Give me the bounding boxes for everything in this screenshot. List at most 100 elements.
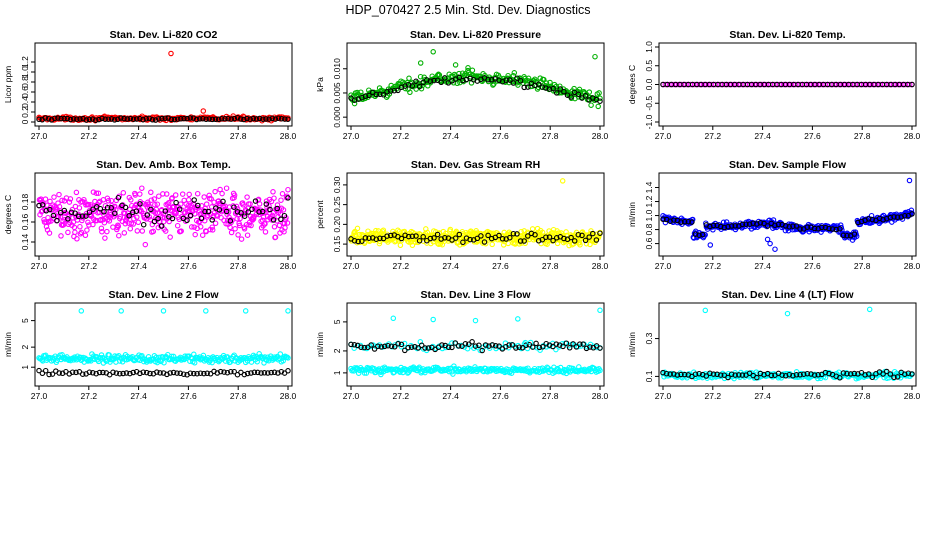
data-point xyxy=(258,370,264,376)
data-point xyxy=(190,115,197,121)
data-point xyxy=(70,116,77,122)
data-point xyxy=(140,356,146,362)
panel-ambbox: Stan. Dev. Amb. Box Temp. 27.0 27.2 27.4 27.… xyxy=(3,159,297,271)
data-point xyxy=(590,230,596,237)
data-point xyxy=(840,232,847,239)
data-point xyxy=(710,371,717,377)
y-tick-label: 1.0 xyxy=(644,41,654,53)
data-point xyxy=(167,234,173,240)
data-point xyxy=(431,235,437,241)
data-point xyxy=(358,89,364,95)
x-tick-label: 27.4 xyxy=(754,391,771,401)
data-point xyxy=(67,116,74,123)
panel-sampleflow: Stan. Dev. Sample Flow 27.0 27.2 27.4 27.6 27… xyxy=(627,159,921,271)
data-point xyxy=(373,91,380,98)
data-point xyxy=(570,341,576,347)
data-point xyxy=(902,213,908,219)
data-point xyxy=(739,372,746,378)
data-point xyxy=(220,198,226,205)
data-point xyxy=(514,75,520,81)
panel-temp: Stan. Dev. Li-820 Temp. 27.0 27.2 27.4 27.6 2… xyxy=(627,29,921,141)
data-point xyxy=(83,213,89,219)
data-point xyxy=(241,213,248,219)
y-tick-label: 1.2 xyxy=(644,195,654,207)
data-point xyxy=(525,233,531,239)
data-point xyxy=(244,115,250,122)
data-point xyxy=(155,215,161,222)
data-point xyxy=(490,82,496,88)
data-point xyxy=(568,234,574,241)
x-tick-label: 28.0 xyxy=(904,261,921,271)
data-point xyxy=(149,117,156,123)
data-point xyxy=(185,197,192,203)
data-point xyxy=(223,208,230,215)
data-point xyxy=(268,369,274,376)
data-point xyxy=(278,197,284,203)
y-axis-label: ml/min xyxy=(315,332,325,357)
data-point xyxy=(93,190,100,196)
data-point xyxy=(413,233,419,239)
data-point xyxy=(413,78,419,85)
data-point xyxy=(474,235,481,242)
data-point xyxy=(515,316,521,322)
data-point xyxy=(65,216,71,222)
data-point xyxy=(442,75,448,81)
data-point xyxy=(395,87,401,94)
data-point xyxy=(525,75,532,82)
data-point xyxy=(89,116,96,122)
data-point xyxy=(865,216,872,222)
data-point xyxy=(790,372,796,379)
data-point xyxy=(162,228,169,234)
data-point xyxy=(160,308,167,314)
data-point xyxy=(49,371,56,377)
data-point xyxy=(595,103,601,110)
data-point xyxy=(90,221,96,228)
data-point xyxy=(521,84,527,91)
x-tick-label: 27.6 xyxy=(804,131,821,141)
data-point xyxy=(67,196,74,202)
data-point xyxy=(139,185,145,191)
data-point xyxy=(568,94,574,100)
data-point xyxy=(883,368,890,375)
data-point xyxy=(193,116,200,123)
data-point xyxy=(215,116,222,123)
data-point xyxy=(714,371,720,378)
data-point xyxy=(227,224,233,231)
data-point xyxy=(254,369,261,376)
data-point xyxy=(750,220,756,226)
data-point xyxy=(416,83,423,90)
data-point xyxy=(285,308,291,314)
data-point xyxy=(822,369,829,376)
data-point xyxy=(285,368,291,374)
data-point xyxy=(73,369,79,376)
data-point xyxy=(445,365,451,372)
data-point xyxy=(397,242,404,249)
data-point xyxy=(42,196,49,202)
x-tick-label: 27.6 xyxy=(492,131,509,141)
data-point xyxy=(216,207,223,213)
data-point xyxy=(200,108,207,114)
data-point xyxy=(573,344,580,350)
data-point xyxy=(869,374,876,381)
data-point xyxy=(234,115,241,121)
data-point xyxy=(438,79,444,86)
data-point xyxy=(486,343,492,349)
data-point xyxy=(80,115,86,122)
data-point xyxy=(163,191,170,197)
data-point xyxy=(142,241,149,248)
data-point xyxy=(811,372,818,378)
data-point xyxy=(134,228,141,234)
data-point xyxy=(162,211,168,217)
plot-frame xyxy=(34,172,293,257)
data-point xyxy=(74,116,80,122)
y-axis-label: ml/min xyxy=(3,332,13,357)
data-point xyxy=(529,344,536,350)
data-point xyxy=(540,344,546,350)
data-point xyxy=(195,202,201,209)
data-point xyxy=(811,225,818,232)
data-point xyxy=(800,371,807,377)
data-point xyxy=(70,219,77,225)
data-point xyxy=(699,231,706,238)
data-point xyxy=(104,204,111,211)
data-point xyxy=(221,369,227,375)
